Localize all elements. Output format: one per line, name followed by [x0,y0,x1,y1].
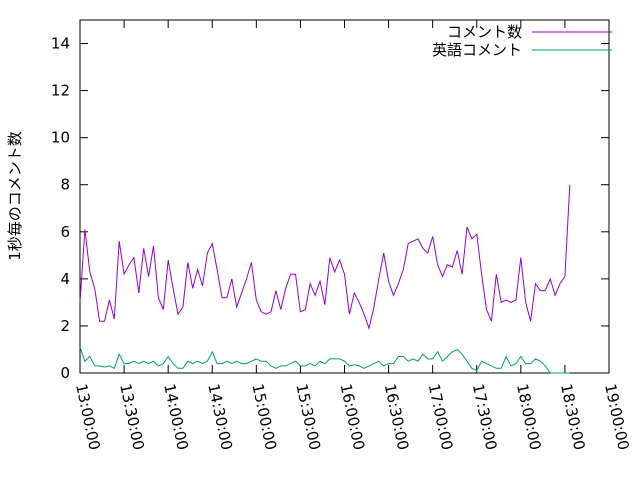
x-tick-label: 16:00:00 [337,382,369,452]
x-tick-label: 13:00:00 [72,382,104,452]
legend-label: コメント数 [447,23,522,41]
x-tick-label: 14:00:00 [160,382,192,452]
y-tick-label: 10 [51,129,70,147]
series-line [79,184,571,331]
y-tick-label: 0 [60,364,70,382]
x-tick-label: 17:00:00 [425,382,457,452]
y-tick-label: 14 [51,35,70,53]
x-tick-label: 16:30:00 [381,382,413,452]
x-tick-label: 14:30:00 [204,382,236,452]
x-tick-label: 19:00:00 [601,382,633,452]
y-tick-label: 4 [60,270,70,288]
plot-border [79,19,610,374]
x-tick-label: 15:00:00 [248,382,280,452]
y-tick-label: 8 [60,176,70,194]
y-axis-label: 1秒毎のコメント数 [6,131,24,261]
y-tick-label: 12 [51,82,70,100]
x-tick-label: 17:30:00 [469,382,501,452]
x-tick-label: 18:30:00 [557,382,589,452]
legend-label: 英語コメント [432,41,522,59]
x-tick-label: 15:30:00 [293,382,325,452]
series-line [79,346,570,374]
x-tick-label: 13:30:00 [116,382,148,452]
x-tick-label: 18:00:00 [513,382,545,452]
y-tick-label: 2 [60,317,70,335]
y-tick-label: 6 [60,223,70,241]
